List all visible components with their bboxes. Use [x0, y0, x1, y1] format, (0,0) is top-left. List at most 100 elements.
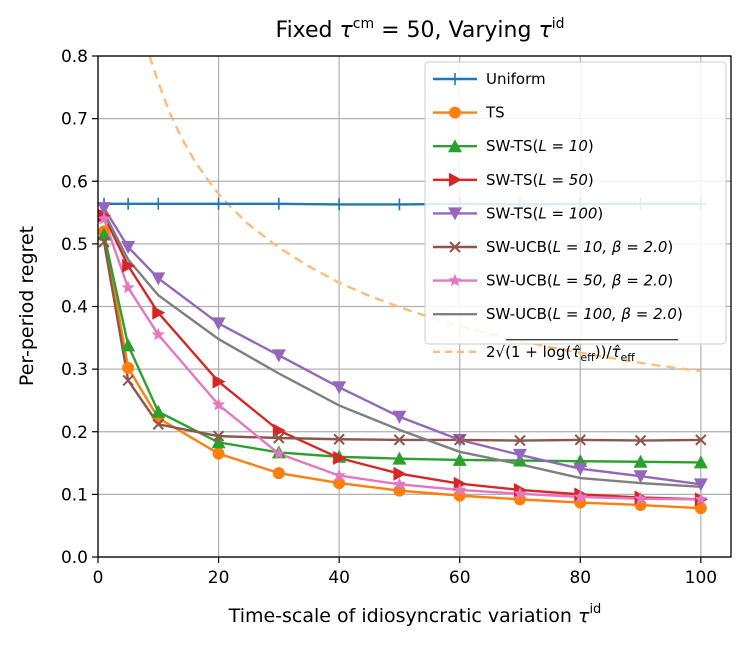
data-point	[273, 432, 285, 444]
data-point	[392, 451, 407, 465]
series-line	[102, 218, 701, 501]
x-tick-label: 80	[569, 568, 591, 588]
legend-entry: SW-UCB(L = 100, β = 2.0)	[486, 305, 683, 323]
data-point	[121, 241, 136, 255]
data-point	[272, 197, 285, 210]
data-point	[393, 466, 407, 481]
data-point	[333, 477, 346, 490]
data-point	[97, 202, 112, 216]
x-tick-label: 60	[449, 568, 471, 588]
data-point	[151, 404, 166, 418]
legend-entry: SW-TS(L = 100)	[486, 204, 603, 222]
legend-box	[424, 61, 727, 345]
data-point	[393, 434, 406, 446]
series-line	[102, 212, 701, 489]
data-point	[633, 470, 648, 484]
x-tick-label: 20	[208, 568, 230, 588]
data-point	[453, 476, 467, 491]
data-point	[122, 258, 136, 273]
data-point	[212, 197, 225, 210]
y-axis-label: Per-period regret	[16, 226, 38, 386]
legend-marker	[449, 106, 461, 119]
data-point	[272, 467, 285, 480]
data-point	[514, 434, 526, 447]
data-point	[332, 468, 346, 482]
legend-marker	[448, 207, 462, 221]
legend-entry: SW-UCB(L = 50, β = 2.0)	[486, 272, 673, 290]
data-point	[634, 434, 647, 447]
legend-marker	[449, 241, 461, 253]
x-tick-label: 40	[328, 568, 350, 588]
y-tick-label: 0.1	[61, 485, 88, 505]
x-axis-label: Time-scale of idiosyncratic variation τi…	[228, 602, 602, 627]
data-point	[122, 374, 134, 387]
legend: Uniform TS SW-TS(L = 10) SW-TS(L = 50) SW-TS…	[424, 61, 727, 364]
data-point	[573, 462, 588, 476]
data-point	[574, 434, 586, 446]
series-line	[102, 231, 701, 510]
data-point	[693, 455, 708, 469]
y-tick-label: 0.6	[61, 172, 88, 192]
legend-marker	[449, 73, 461, 85]
data-point	[121, 280, 135, 294]
series-line	[102, 215, 701, 501]
legend-entry: SW-UCB(L = 10, β = 2.0)	[486, 238, 673, 256]
data-point	[212, 430, 225, 442]
data-point	[152, 197, 165, 210]
series-line	[102, 234, 701, 464]
y-tick-label: 0.7	[61, 110, 88, 130]
markers-layer	[97, 197, 708, 515]
data-point	[333, 198, 346, 211]
y-tick-label: 0.2	[61, 423, 88, 443]
chart-title: Fixed τcm = 50, Varying τid	[276, 16, 565, 43]
data-point	[333, 433, 345, 445]
legend-entry: SW-TS(L = 10)	[486, 137, 594, 155]
y-tick-label: 0.5	[61, 235, 88, 255]
legend-marker	[448, 273, 462, 287]
data-point	[513, 486, 527, 500]
data-point	[453, 482, 467, 496]
data-point	[98, 236, 110, 248]
data-point	[272, 446, 286, 460]
y-tick-label: 0.0	[61, 548, 88, 568]
legend-entry-bound: 2√(1 + log(τ̂eff))/τ̂eff	[486, 343, 635, 364]
legend-marker	[449, 172, 462, 187]
y-axis-ticks: 0.0 0.1 0.2 0.3 0.4 0.5 0.6 0.7 0.8	[61, 47, 98, 568]
data-point	[212, 447, 225, 460]
y-tick-label: 0.8	[61, 47, 88, 67]
data-point	[633, 454, 648, 468]
data-point	[513, 448, 527, 462]
y-tick-label: 0.4	[61, 298, 88, 318]
data-point	[122, 361, 135, 374]
data-point	[452, 452, 467, 466]
data-point	[694, 492, 708, 506]
data-point	[332, 381, 347, 395]
data-point	[392, 410, 407, 424]
data-point	[454, 434, 466, 446]
legend-marker	[448, 139, 462, 153]
data-point	[212, 374, 226, 389]
data-point	[152, 305, 166, 320]
data-point	[393, 198, 406, 211]
data-point	[151, 327, 165, 341]
data-point	[121, 338, 136, 352]
legend-entry: Uniform	[486, 70, 546, 88]
data-point	[333, 451, 347, 466]
x-tick-label: 0	[93, 568, 104, 588]
data-point	[211, 317, 226, 331]
legend-entry: SW-TS(L = 50)	[486, 171, 594, 189]
data-point	[122, 197, 135, 210]
data-point	[573, 489, 587, 503]
data-point	[211, 435, 226, 449]
data-point	[695, 434, 707, 446]
x-tick-label: 100	[685, 568, 717, 588]
data-point	[633, 491, 648, 505]
data-point	[151, 272, 166, 286]
data-point	[694, 502, 707, 515]
data-point	[392, 477, 407, 491]
y-tick-label: 0.3	[61, 360, 88, 380]
data-point	[693, 478, 708, 492]
legend-entry: TS	[485, 104, 505, 122]
data-point	[97, 211, 111, 225]
